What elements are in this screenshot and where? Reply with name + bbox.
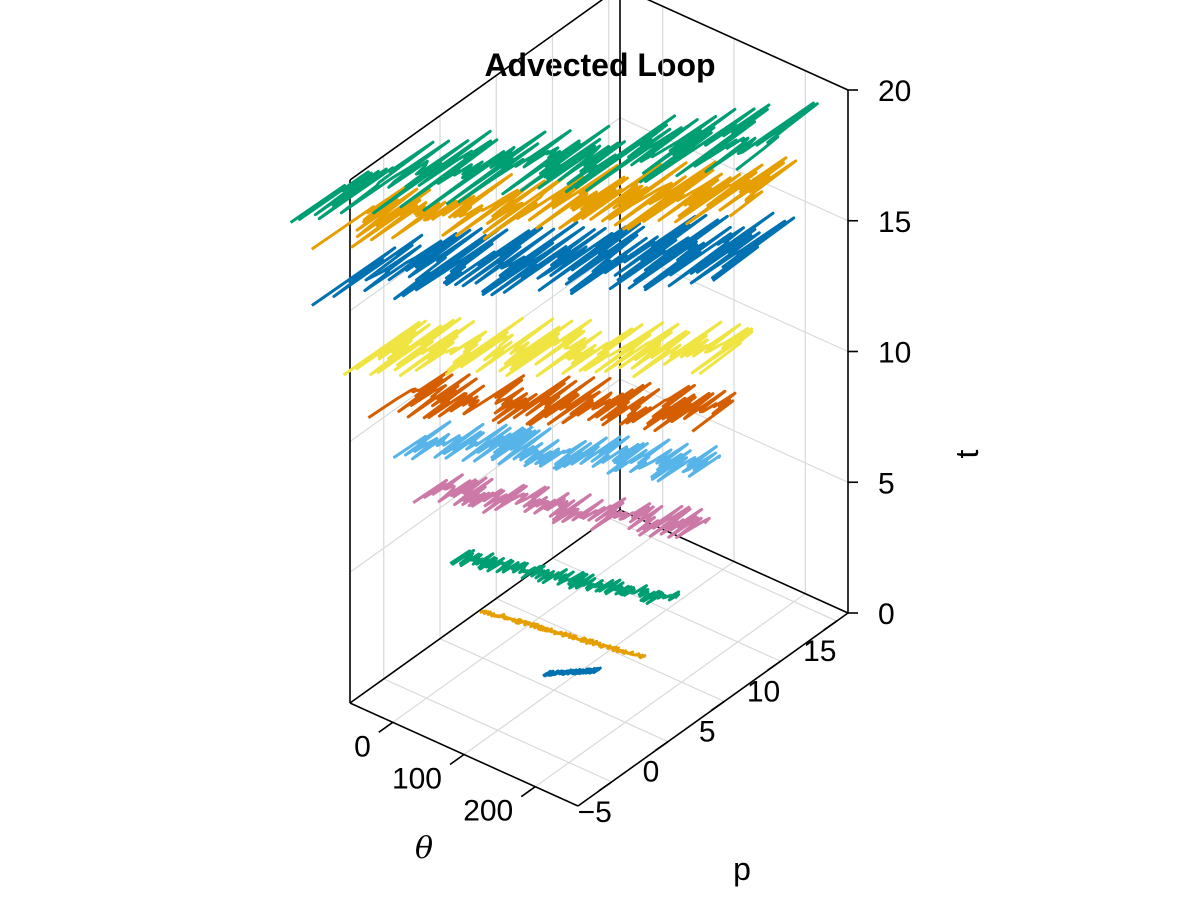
- grid-line-theta-floor: [392, 528, 664, 723]
- theta-tick-mark: [378, 721, 394, 733]
- p-tick-label: 15: [803, 635, 836, 668]
- grid-line-theta-floor: [534, 593, 806, 788]
- t-tick-label: 0: [878, 598, 895, 631]
- p-tick-mark: [710, 700, 725, 712]
- grid-line-p-floor: [496, 597, 725, 703]
- t-tick-label: 15: [878, 206, 911, 239]
- t-tick-label: 5: [878, 467, 895, 500]
- axis-ticks: 0 100 200 −5 0 5 10 15 0 5 10 15 20: [354, 75, 911, 829]
- series-line: [542, 666, 602, 678]
- series-line: [479, 609, 647, 660]
- axis-frame-edge: [349, 0, 604, 181]
- theta-tick-mark: [520, 786, 536, 798]
- chart-title: Advected Loop: [484, 47, 715, 83]
- series-line: [311, 211, 796, 307]
- series-line: [342, 316, 754, 379]
- axis-frame-edge: [619, 509, 849, 614]
- p-tick-label: 5: [699, 715, 716, 748]
- p-tick-mark: [823, 620, 838, 631]
- theta-tick-mark: [449, 753, 465, 766]
- p-tick-label: 10: [747, 675, 780, 708]
- axis-frame-edge: [349, 509, 621, 704]
- p-tick-label: −5: [578, 796, 612, 829]
- p-tick-mark: [654, 741, 669, 752]
- series-layer: [289, 101, 819, 678]
- grid-line-p-floor: [383, 678, 612, 783]
- grid-line-t-back-wall: [619, 378, 849, 483]
- p-axis-label: p: [733, 851, 751, 887]
- t-axis-label: t: [949, 449, 985, 458]
- t-tick-label: 10: [878, 337, 911, 370]
- theta-axis-label: θ: [415, 831, 433, 866]
- t-tick-label: 20: [878, 75, 911, 108]
- grid-line-theta-floor: [463, 561, 735, 755]
- series-line: [367, 370, 737, 433]
- p-tick-mark: [598, 781, 613, 792]
- grid-line-p-floor: [439, 638, 669, 743]
- p-tick-mark: [767, 660, 781, 671]
- theta-tick-label: 0: [354, 730, 371, 763]
- grid-line-p-floor: [608, 517, 837, 622]
- theta-tick-label: 200: [463, 795, 513, 828]
- grid-line-t-back-wall: [619, 117, 849, 222]
- p-tick-label: 0: [643, 756, 660, 789]
- series-line: [289, 101, 819, 224]
- series-line: [412, 473, 711, 539]
- series-line: [310, 156, 798, 251]
- series-line: [392, 420, 722, 483]
- theta-tick-label: 100: [392, 763, 442, 796]
- series-line: [449, 548, 681, 605]
- axis-frame-edge: [646, 0, 849, 91]
